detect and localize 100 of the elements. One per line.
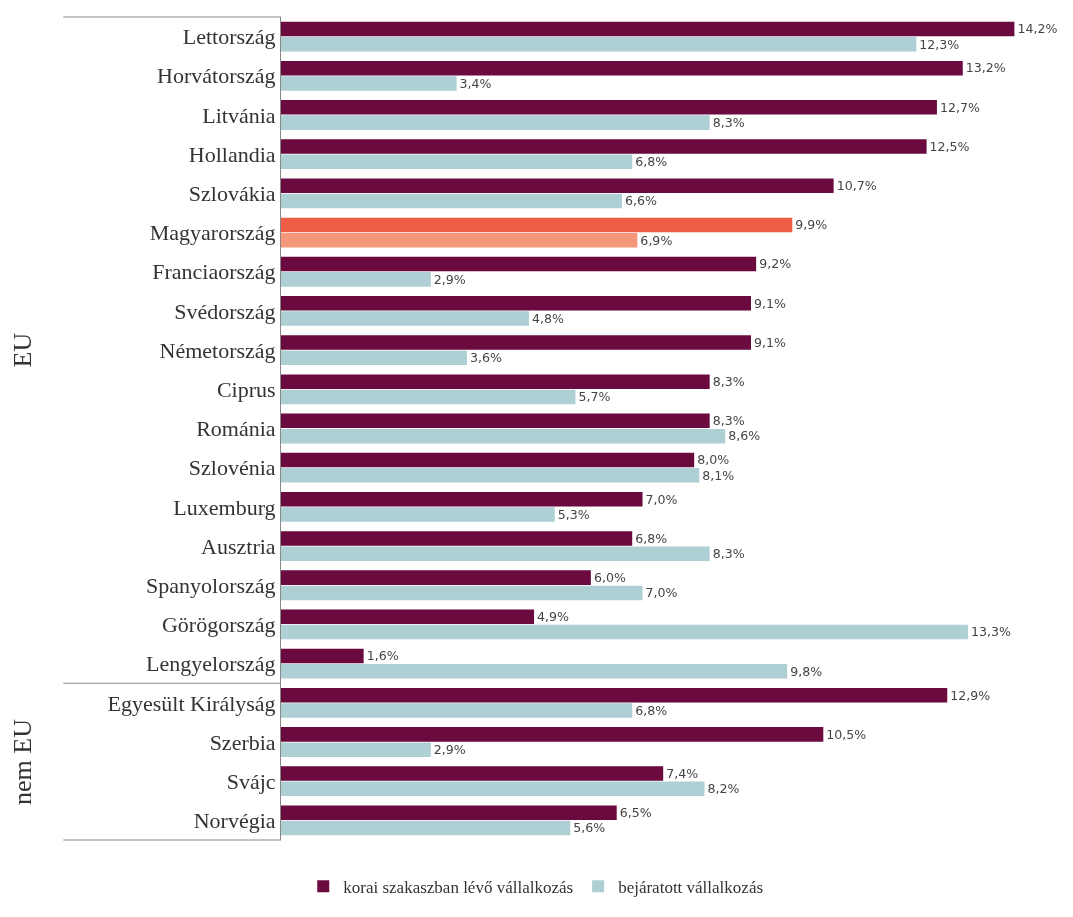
y-tick-label: Egyesült Királyság <box>107 690 276 716</box>
bar <box>281 664 788 679</box>
bar <box>281 766 664 781</box>
data-label: 8,2% <box>707 781 740 797</box>
bar <box>281 624 968 640</box>
data-label: 5,6% <box>573 820 606 836</box>
bar <box>281 115 710 130</box>
bar <box>281 311 529 326</box>
data-label: 3,6% <box>469 350 502 366</box>
bar <box>281 546 710 561</box>
data-label: 8,3% <box>712 413 745 429</box>
bar <box>281 727 824 742</box>
bar <box>281 585 643 601</box>
data-label: 5,3% <box>557 506 590 522</box>
data-label: 8,3% <box>712 374 745 390</box>
data-label: 13,2% <box>965 60 1006 76</box>
data-label: 3,4% <box>459 75 492 91</box>
y-tick-label: Görögország <box>161 612 276 638</box>
bar <box>281 178 834 193</box>
data-label: 13,3% <box>970 624 1011 640</box>
legend-label: korai szakaszban lévő vállalkozás <box>343 877 574 897</box>
data-label: 6,8% <box>635 530 668 546</box>
data-label: 9,1% <box>754 334 787 350</box>
data-label: 9,8% <box>790 663 823 679</box>
bar <box>281 491 643 507</box>
data-label: 10,7% <box>836 178 877 194</box>
y-tick-label: Szerbia <box>209 729 276 755</box>
bar <box>281 272 431 287</box>
y-tick-label: Magyarország <box>149 220 276 246</box>
legend-label: bejáratott vállalkozás <box>618 877 764 897</box>
y-tick-label: Hollandia <box>188 141 276 167</box>
bar <box>281 468 700 483</box>
data-label: 6,9% <box>640 232 673 248</box>
y-tick-label: Franciaország <box>152 259 276 285</box>
bar <box>281 217 793 233</box>
data-label: 2,9% <box>433 742 466 758</box>
y-tick-label: Szlovákia <box>188 181 276 207</box>
y-tick-label: Svájc <box>226 768 276 794</box>
y-tick-label: Spanyolország <box>146 572 276 598</box>
y-tick-label: Ausztria <box>201 533 276 559</box>
bar <box>281 742 431 757</box>
data-label: 4,8% <box>531 310 564 326</box>
y-tick-label: Norvégia <box>193 808 276 834</box>
bar <box>281 76 457 91</box>
bar <box>281 60 963 76</box>
data-label: 8,1% <box>702 467 735 483</box>
y-tick-label: Horvátország <box>157 63 276 89</box>
y-tick-label: Szlovénia <box>188 455 276 481</box>
data-label: 12,3% <box>919 36 960 52</box>
bar <box>281 389 576 405</box>
y-tick-label: Svédország <box>174 298 276 324</box>
bar <box>281 193 622 209</box>
data-label: 6,6% <box>624 193 657 209</box>
y-tick-label: Ciprus <box>216 377 276 403</box>
y-tick-label: Luxemburg <box>173 494 276 520</box>
data-label: 12,5% <box>929 138 970 154</box>
bar <box>281 374 710 389</box>
bar <box>281 820 571 836</box>
bar <box>281 296 751 311</box>
bar <box>281 507 555 522</box>
bar <box>281 609 535 625</box>
bar <box>281 452 695 468</box>
y-tick-label: Lengyelország <box>146 651 276 677</box>
data-label: 8,3% <box>712 114 745 130</box>
bar <box>281 428 726 444</box>
bar <box>281 36 917 52</box>
y-tick-label: Lettország <box>182 24 276 50</box>
data-label: 9,1% <box>754 295 787 311</box>
bar <box>281 232 638 248</box>
data-label: 7,4% <box>666 765 699 781</box>
bar <box>281 413 710 429</box>
bar <box>281 570 591 585</box>
bar <box>281 154 633 170</box>
data-label: 12,9% <box>950 687 991 703</box>
bar <box>281 531 633 546</box>
bar <box>281 648 364 664</box>
data-label: 9,2% <box>759 256 792 272</box>
y-tick-label: Németország <box>159 337 276 363</box>
data-label: 7,0% <box>645 585 678 601</box>
y-tick-label: Románia <box>196 416 276 442</box>
text: EU <box>8 332 38 368</box>
data-label: 7,0% <box>645 491 678 507</box>
bar <box>281 781 705 797</box>
bar <box>281 335 751 350</box>
data-label: 8,3% <box>712 546 745 562</box>
data-label: 4,9% <box>537 609 570 625</box>
bar <box>281 256 757 272</box>
data-label: 2,9% <box>433 271 466 287</box>
bar <box>281 703 633 718</box>
bar <box>281 139 927 154</box>
bar <box>281 687 948 703</box>
data-label: 9,9% <box>795 217 828 233</box>
bar <box>281 100 937 115</box>
bar <box>281 350 467 366</box>
data-label: 5,7% <box>578 389 611 405</box>
data-label: 10,5% <box>826 726 867 742</box>
bar <box>281 21 1015 37</box>
data-label: 6,8% <box>635 702 668 718</box>
data-label: 12,7% <box>939 99 980 115</box>
data-label: 8,6% <box>728 428 761 444</box>
